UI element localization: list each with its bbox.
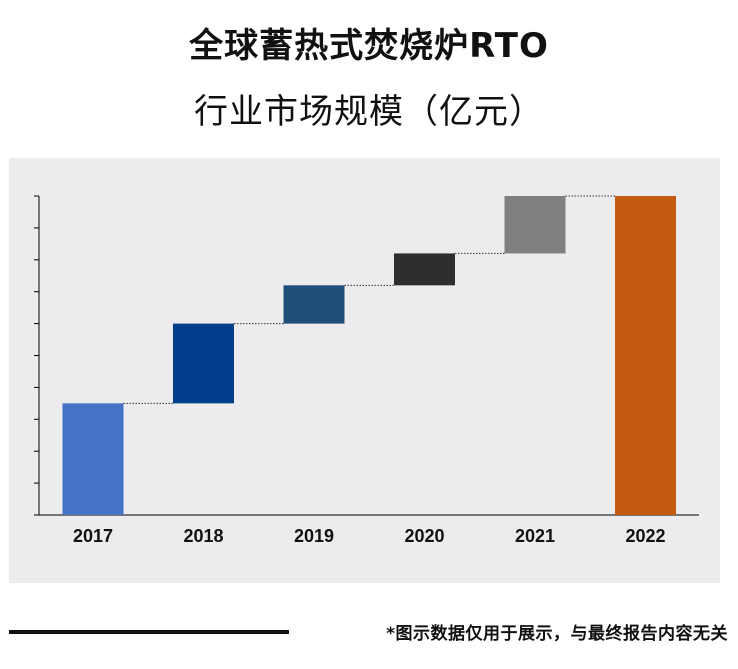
chart-title-line-1: 全球蓄热式焚烧炉RTO <box>189 26 549 66</box>
bar-2019 <box>283 285 345 324</box>
x-tick-label-2022: 2022 <box>625 526 665 546</box>
chart-title-line-2: 行业市场规模（亿元） <box>194 92 544 132</box>
x-tick-label-2017: 2017 <box>73 526 113 546</box>
waterfall-chart: 2017 2018 2019 2020 2021 2022 <box>34 195 699 546</box>
bar-2021 <box>504 196 566 254</box>
footer-disclaimer: *图示数据仅用于展示，与最终报告内容无关 <box>386 624 728 644</box>
x-tick-label-2018: 2018 <box>183 526 223 546</box>
x-tick-label-2021: 2021 <box>515 526 555 546</box>
x-tick-label-2019: 2019 <box>294 526 334 546</box>
bar-2018 <box>173 323 234 404</box>
chart-panel: 2017 2018 2019 2020 2021 2022 <box>9 158 720 583</box>
bar-2022 <box>615 196 676 515</box>
footer-divider <box>9 630 289 634</box>
x-tick-label-2020: 2020 <box>404 526 444 546</box>
bar-2020 <box>394 253 455 286</box>
bar-2017 <box>62 403 124 515</box>
